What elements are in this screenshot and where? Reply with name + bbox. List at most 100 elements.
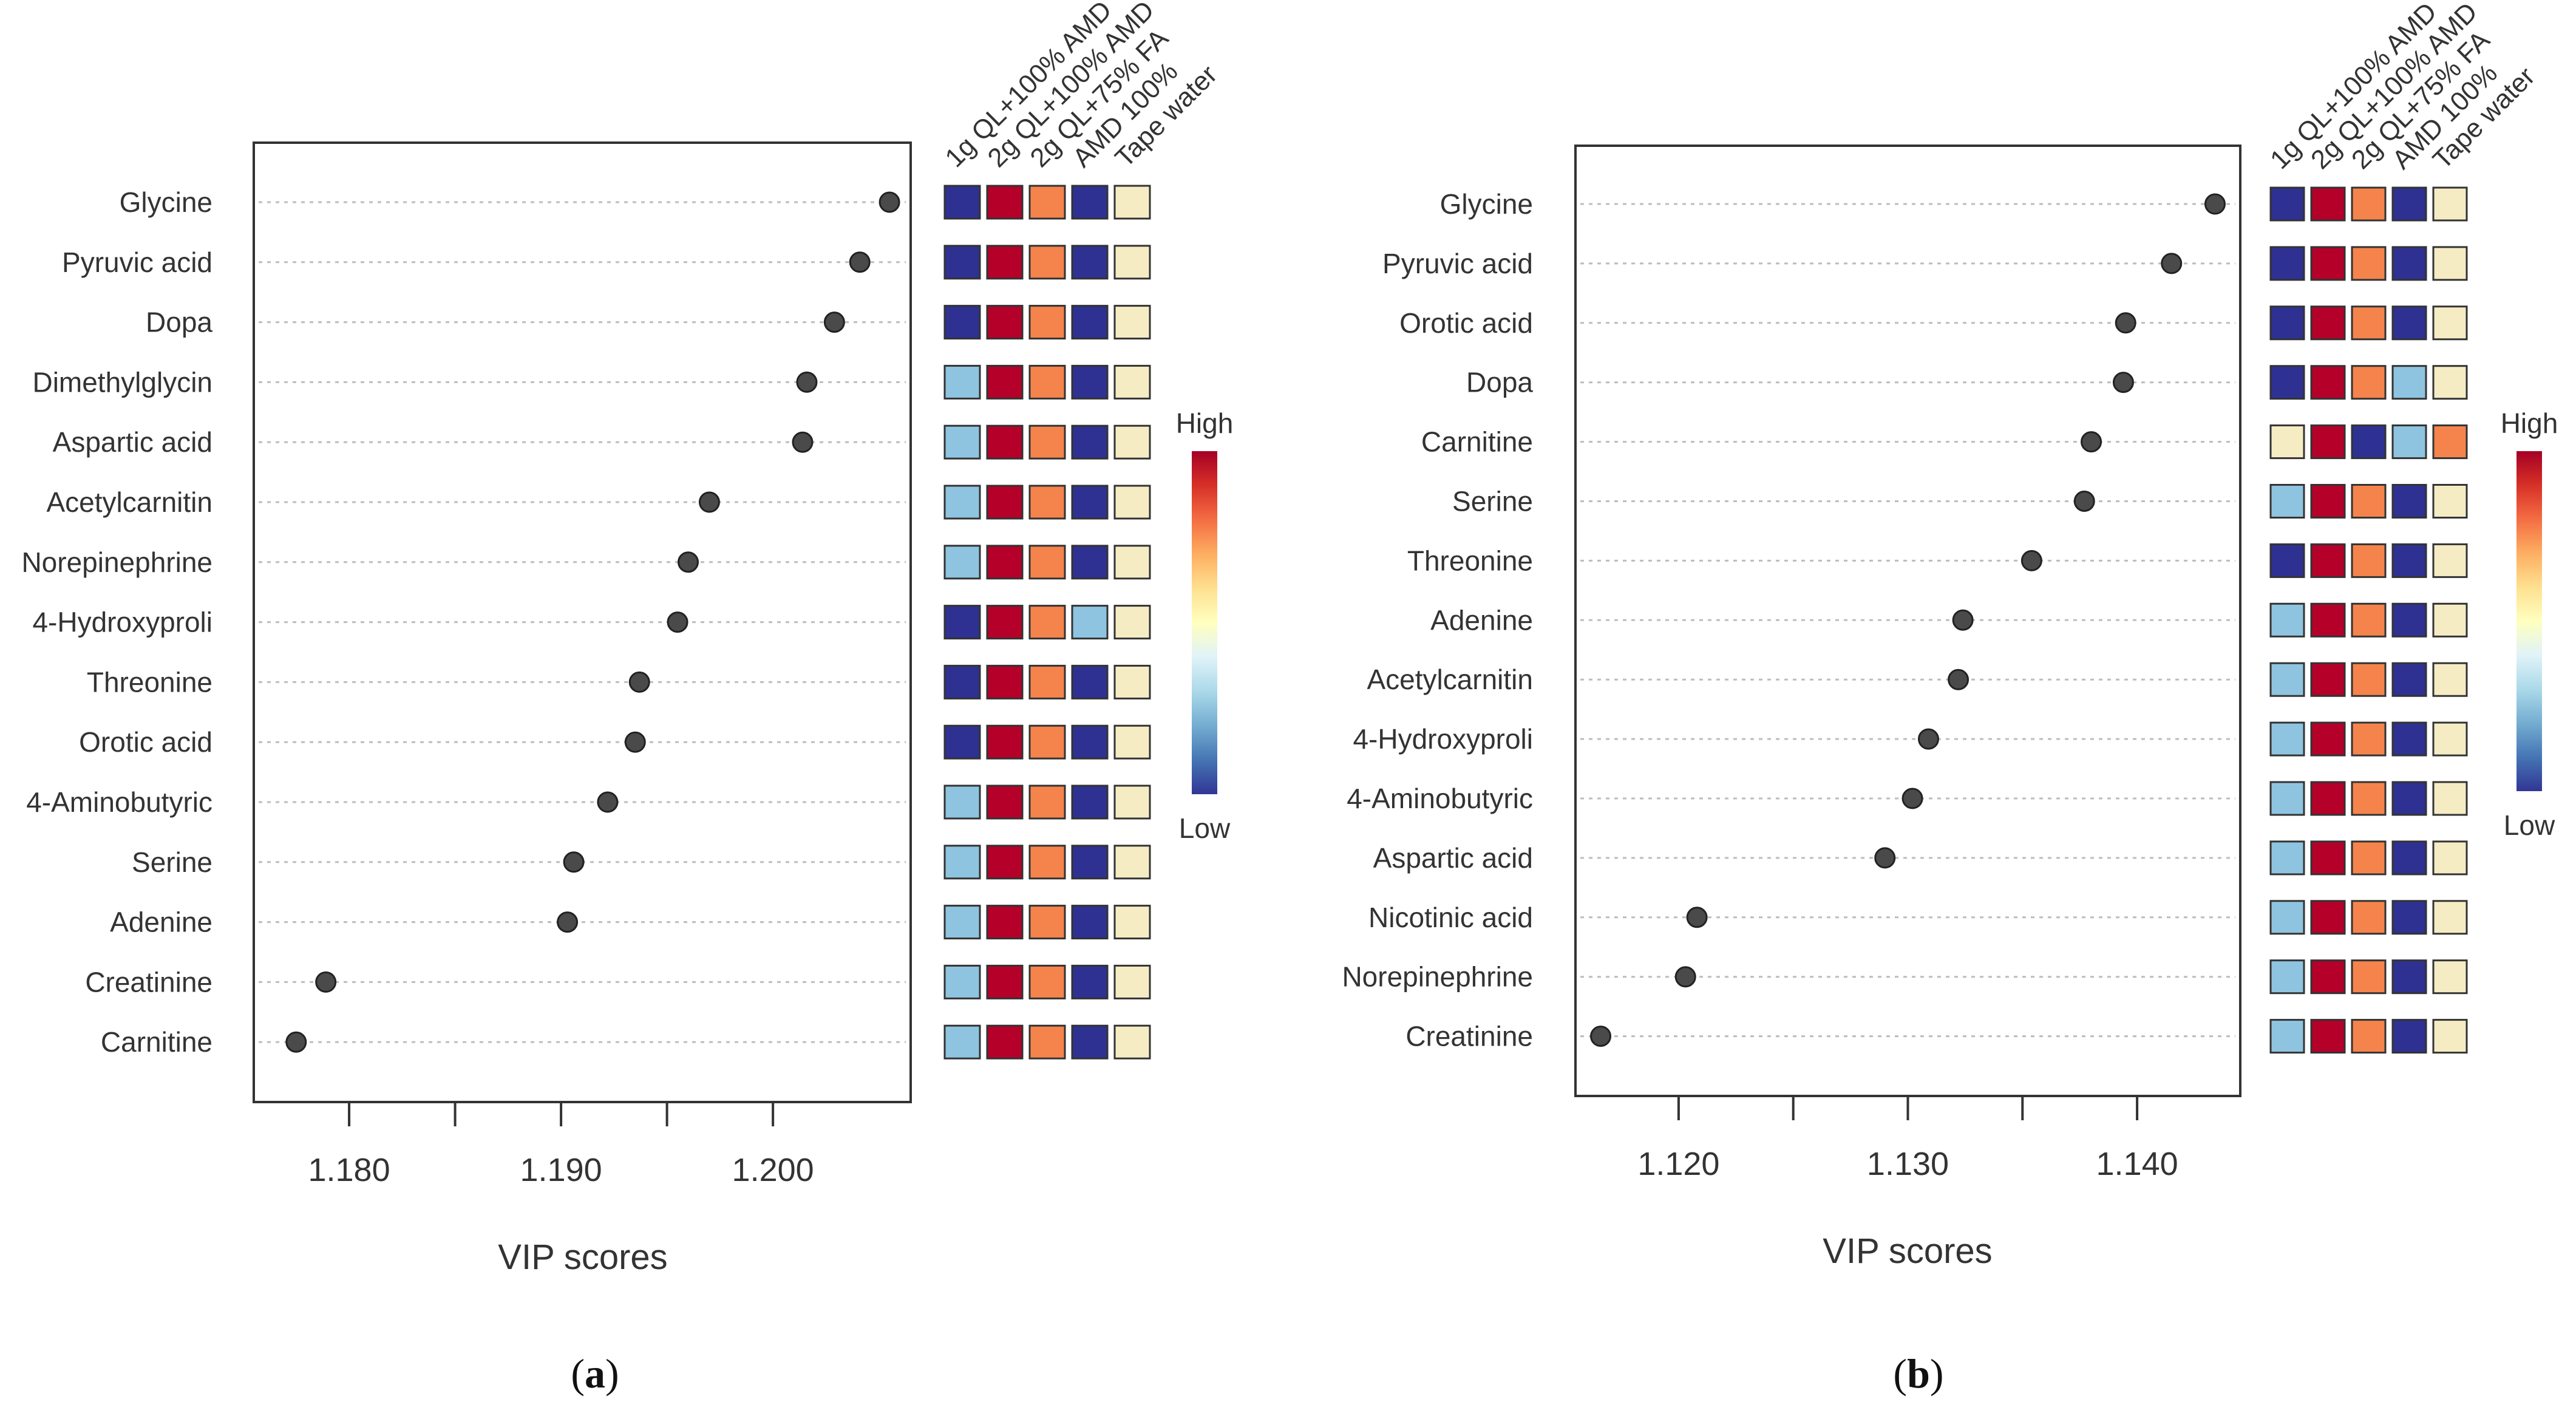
- heatmap-cell: [2310, 721, 2346, 757]
- heatmap-cell: [1113, 424, 1151, 460]
- heatmap-cell: [943, 305, 981, 340]
- heatmap-cell: [1071, 1024, 1109, 1060]
- panel-letter: a: [585, 1350, 605, 1397]
- heatmap-cell: [943, 545, 981, 580]
- heatmap-cell: [1113, 1024, 1151, 1060]
- vip-point: [2115, 312, 2136, 334]
- heatmap-cell: [1028, 905, 1066, 940]
- heatmap-cell: [1071, 245, 1109, 280]
- vip-point: [2112, 372, 2134, 393]
- metabolite-label: Acetylcarnitin: [1367, 664, 1533, 695]
- heatmap-cell: [2391, 305, 2427, 341]
- heatmap-cell: [2269, 662, 2305, 697]
- metabolite-label: 4-Aminobutyric: [1347, 783, 1533, 814]
- metabolite-label: 4-Hydroxyproli: [1353, 723, 1533, 755]
- heatmap-cell: [1028, 545, 1066, 580]
- heatmap-cell: [2310, 424, 2346, 460]
- heatmap-cell: [943, 964, 981, 999]
- heatmap-cell: [1028, 364, 1066, 400]
- metabolite-label: Carnitine: [101, 1026, 212, 1058]
- heatmap-cell: [943, 905, 981, 940]
- vip-point: [2020, 550, 2042, 571]
- heatmap-cell: [1028, 964, 1066, 999]
- heatmap-cell: [2391, 543, 2427, 578]
- vip-point: [315, 971, 337, 993]
- heatmap-cell: [1113, 664, 1151, 699]
- heatmap-cell: [2432, 840, 2468, 876]
- heatmap-cell: [1028, 305, 1066, 340]
- heatmap-cell: [2351, 424, 2387, 460]
- metabolite-label: Norepinephrine: [1342, 961, 1533, 993]
- metabolite-label: Dopa: [146, 307, 212, 338]
- heatmap-cell: [1071, 845, 1109, 880]
- metabolite-label: Creatinine: [85, 966, 212, 998]
- heatmap-cell: [986, 245, 1024, 280]
- x-axis-label: VIP scores: [498, 1237, 667, 1277]
- heatmap-cell: [2269, 721, 2305, 757]
- heatmap-cell: [1113, 245, 1151, 280]
- vip-point: [698, 491, 720, 513]
- heatmap-cell: [2310, 959, 2346, 995]
- metabolite-label: Aspartic acid: [53, 426, 212, 458]
- heatmap-cell: [1113, 724, 1151, 760]
- heatmap-cell: [2432, 246, 2468, 281]
- heatmap-cell: [986, 185, 1024, 220]
- heatmap-cell: [1071, 724, 1109, 760]
- heatmap-cell: [2391, 186, 2427, 222]
- plot-frame: [253, 141, 912, 1103]
- heatmap-cell: [2351, 1019, 2387, 1054]
- heatmap-cell: [1113, 784, 1151, 820]
- heatmap-cell: [1071, 364, 1109, 400]
- heatmap-cell: [2391, 721, 2427, 757]
- heatmap-cell: [2391, 365, 2427, 400]
- heatmap-cell: [1071, 424, 1109, 460]
- vip-point: [2073, 491, 2095, 512]
- heatmap-cell: [1028, 664, 1066, 699]
- heatmap-cell: [2351, 186, 2387, 222]
- metabolite-label: Threonine: [87, 666, 212, 698]
- heatmap-cell: [1028, 245, 1066, 280]
- heatmap-cell: [943, 845, 981, 880]
- heatmap-cell: [2391, 424, 2427, 460]
- heatmap-cell: [1028, 605, 1066, 640]
- heatmap-cell: [2269, 186, 2305, 222]
- heatmap-cell: [986, 605, 1024, 640]
- metabolite-label: Pyruvic acid: [62, 247, 212, 278]
- heatmap-cell: [2310, 900, 2346, 935]
- metabolite-label: Dopa: [1466, 367, 1533, 398]
- heatmap-cell: [986, 964, 1024, 999]
- heatmap-cell: [2432, 721, 2468, 757]
- heatmap-cell: [1113, 905, 1151, 940]
- panel-label: (a): [571, 1350, 619, 1397]
- vip-point: [2161, 253, 2183, 274]
- heatmap-cell: [2351, 305, 2387, 341]
- metabolite-label: Norepinephrine: [21, 546, 212, 578]
- heatmap-cell: [2351, 959, 2387, 995]
- x-axis-label: VIP scores: [1823, 1231, 1992, 1271]
- heatmap-cell: [1028, 724, 1066, 760]
- colorbar-low-label: Low: [1179, 812, 1231, 844]
- heatmap-cell: [986, 364, 1024, 400]
- colorbar-high-label: High: [2501, 407, 2558, 439]
- heatmap-cell: [2432, 424, 2468, 460]
- colorbar-low-label: Low: [2504, 809, 2555, 841]
- heatmap-cell: [1113, 605, 1151, 640]
- metabolite-label: Orotic acid: [1399, 307, 1533, 339]
- heatmap-cell: [1113, 185, 1151, 220]
- heatmap-cell: [2269, 484, 2305, 519]
- heatmap-cell: [2432, 602, 2468, 638]
- metabolite-label: 4-Aminobutyric: [26, 786, 212, 818]
- vip-point: [1874, 847, 1896, 869]
- heatmap-cell: [943, 364, 981, 400]
- vip-point: [667, 611, 688, 633]
- metabolite-label: Acetylcarnitin: [46, 486, 212, 518]
- heatmap-cell: [1028, 1024, 1066, 1060]
- heatmap-cell: [2351, 484, 2387, 519]
- heatmap-cell: [2310, 840, 2346, 876]
- heatmap-cell: [1113, 305, 1151, 340]
- vip-point: [792, 431, 814, 453]
- metabolite-label: Creatinine: [1405, 1021, 1533, 1052]
- heatmap-cell: [2269, 1019, 2305, 1054]
- vip-point: [1590, 1026, 1612, 1047]
